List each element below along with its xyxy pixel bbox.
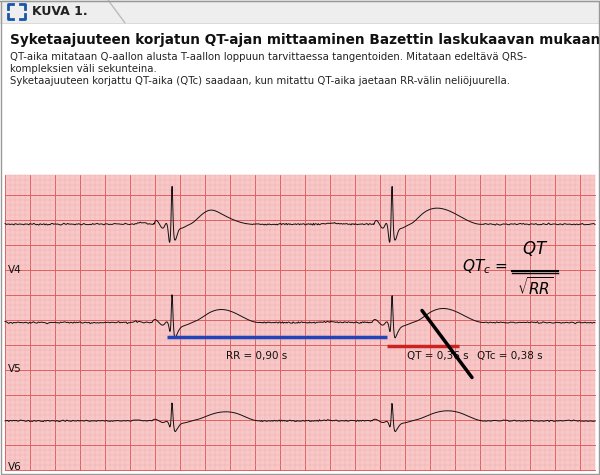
- Text: kompleksien väli sekunteina.: kompleksien väli sekunteina.: [10, 64, 157, 74]
- Bar: [0, 0, 600, 23]
- Text: V5: V5: [8, 364, 22, 374]
- Text: $\sqrt{\mathit{RR}}$: $\sqrt{\mathit{RR}}$: [517, 276, 553, 297]
- Text: $\mathit{QT}$: $\mathit{QT}$: [522, 239, 548, 258]
- Text: V4: V4: [8, 266, 22, 276]
- Text: QTc = 0,38 s: QTc = 0,38 s: [477, 351, 543, 361]
- Text: QT = 0,36 s: QT = 0,36 s: [407, 351, 469, 361]
- Text: KUVA 1.: KUVA 1.: [32, 5, 88, 18]
- Text: Syketaajuuteen korjatun QT-ajan mittaaminen Bazettin laskukaavan mukaan: Syketaajuuteen korjatun QT-ajan mittaami…: [10, 33, 600, 47]
- Bar: [5, 175, 595, 470]
- Text: $\mathit{QT_c}$ =: $\mathit{QT_c}$ =: [462, 257, 508, 276]
- Text: Syketaajuuteen korjattu QT-aika (QTc) saadaan, kun mitattu QT-aika jaetaan RR-vä: Syketaajuuteen korjattu QT-aika (QTc) sa…: [10, 76, 510, 86]
- Text: V6: V6: [8, 462, 22, 472]
- Text: RR = 0,90 s: RR = 0,90 s: [226, 351, 287, 361]
- Text: QT-aika mitataan Q-aallon alusta T-aallon loppuun tarvittaessa tangentoiden. Mit: QT-aika mitataan Q-aallon alusta T-aallo…: [10, 52, 527, 62]
